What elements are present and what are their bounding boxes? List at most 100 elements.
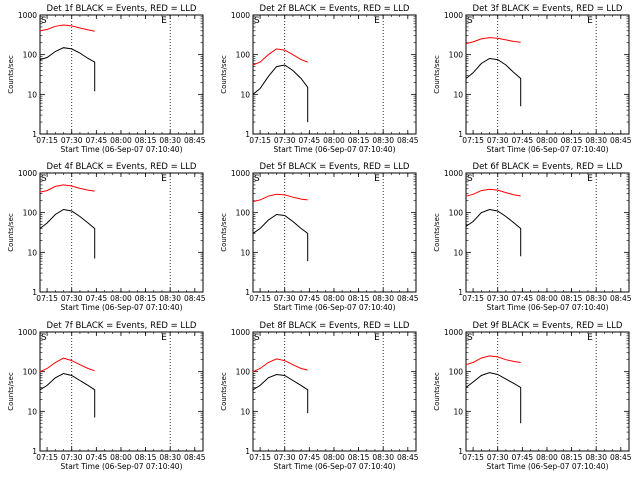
y-tick-label: 1 [245, 447, 250, 456]
x-tick-label: 07:30 [61, 453, 83, 462]
y-tick-label: 1 [32, 130, 37, 139]
y-tick-label: 1000 [18, 11, 37, 20]
end-marker: E [587, 333, 593, 343]
y-tick-label: 1 [458, 130, 463, 139]
y-tick-label: 1000 [18, 169, 37, 178]
end-marker: E [587, 174, 593, 184]
x-tick-label: 07:30 [274, 294, 296, 303]
x-tick-label: 08:30 [159, 453, 181, 462]
y-tick-label: 10 [27, 248, 37, 257]
x-tick-label: 08:45 [610, 453, 632, 462]
x-tick-label: 08:00 [323, 294, 345, 303]
y-tick-label: 100 [236, 51, 251, 60]
x-axis-label: Start Time (06-Sep-07 07:10:40) [61, 303, 183, 312]
y-tick-label: 1 [458, 288, 463, 297]
x-tick-label: 08:15 [348, 136, 370, 145]
end-marker: E [161, 16, 167, 26]
x-tick-label: 08:00 [323, 136, 345, 145]
panel-title: Det 5f BLACK = Events, RED = LLD [260, 162, 410, 172]
x-tick-label: 08:45 [397, 294, 419, 303]
y-axis-label: Counts/sec [433, 372, 441, 411]
y-axis-label: Counts/sec [7, 372, 15, 411]
end-marker: E [374, 333, 380, 343]
start-marker: S [467, 174, 473, 184]
x-tick-label: 07:45 [512, 294, 534, 303]
x-axis-label: Start Time (06-Sep-07 07:10:40) [274, 462, 396, 471]
x-tick-label: 08:30 [372, 294, 394, 303]
plot-frame [39, 14, 204, 135]
panel-title: Det 9f BLACK = Events, RED = LLD [473, 321, 623, 331]
end-marker: E [161, 174, 167, 184]
panel-title: Det 2f BLACK = Events, RED = LLD [260, 4, 410, 14]
plot-frame [465, 172, 630, 293]
x-tick-label: 07:30 [274, 136, 296, 145]
start-marker: S [41, 174, 47, 184]
plot-frame [252, 14, 417, 135]
events-series-line [39, 47, 96, 92]
y-tick-label: 10 [240, 407, 250, 416]
x-tick-label: 08:45 [184, 453, 206, 462]
lld-series-line [39, 184, 95, 193]
plot-frame [39, 172, 204, 293]
x-tick-label: 08:30 [159, 294, 181, 303]
y-tick-label: 100 [23, 209, 38, 218]
events-series-line [252, 64, 309, 123]
y-tick-label: 100 [236, 209, 251, 218]
panel-title: Det 3f BLACK = Events, RED = LLD [473, 4, 623, 14]
y-tick-label: 100 [449, 209, 464, 218]
y-tick-label: 100 [449, 368, 464, 377]
y-tick-label: 10 [453, 248, 463, 257]
y-tick-label: 100 [449, 51, 464, 60]
end-marker: E [374, 174, 380, 184]
panel-title: Det 7f BLACK = Events, RED = LLD [47, 321, 197, 331]
y-tick-label: 10 [240, 248, 250, 257]
y-axis-label: Counts/sec [433, 55, 441, 94]
x-tick-label: 08:00 [323, 453, 345, 462]
y-tick-label: 1000 [444, 169, 463, 178]
x-axis-label: Start Time (06-Sep-07 07:10:40) [487, 303, 609, 312]
x-tick-label: 07:15 [462, 294, 484, 303]
x-axis-label: Start Time (06-Sep-07 07:10:40) [274, 145, 396, 154]
events-series-line [465, 372, 522, 424]
x-tick-label: 07:15 [36, 294, 58, 303]
y-axis-label: Counts/sec [220, 213, 228, 252]
y-tick-label: 10 [27, 90, 37, 99]
x-tick-label: 07:15 [36, 136, 58, 145]
x-tick-label: 08:30 [585, 453, 607, 462]
panel-title: Det 6f BLACK = Events, RED = LLD [473, 162, 623, 172]
y-tick-label: 100 [236, 368, 251, 377]
y-tick-label: 10 [27, 407, 37, 416]
lld-series-line [39, 24, 95, 32]
x-tick-label: 07:15 [249, 136, 271, 145]
start-marker: S [41, 16, 47, 26]
plot-frame [465, 14, 630, 135]
x-tick-label: 08:00 [110, 453, 132, 462]
y-tick-label: 1000 [231, 11, 250, 20]
y-tick-label: 1000 [231, 328, 250, 337]
x-tick-label: 08:45 [610, 294, 632, 303]
x-axis-label: Start Time (06-Sep-07 07:10:40) [274, 303, 396, 312]
x-tick-label: 07:30 [61, 136, 83, 145]
x-tick-label: 07:45 [299, 453, 321, 462]
start-marker: S [467, 16, 473, 26]
x-tick-label: 07:45 [299, 294, 321, 303]
x-tick-label: 08:30 [372, 453, 394, 462]
y-tick-label: 1000 [444, 328, 463, 337]
plot-frame [39, 331, 204, 452]
x-tick-label: 07:45 [86, 136, 108, 145]
events-series-line [252, 213, 309, 262]
y-tick-label: 1000 [18, 328, 37, 337]
lld-series-line [465, 355, 521, 366]
x-tick-label: 07:30 [487, 294, 509, 303]
x-tick-label: 07:15 [249, 453, 271, 462]
x-tick-label: 08:00 [110, 294, 132, 303]
lld-series-line [252, 193, 308, 203]
x-tick-label: 08:15 [561, 136, 583, 145]
